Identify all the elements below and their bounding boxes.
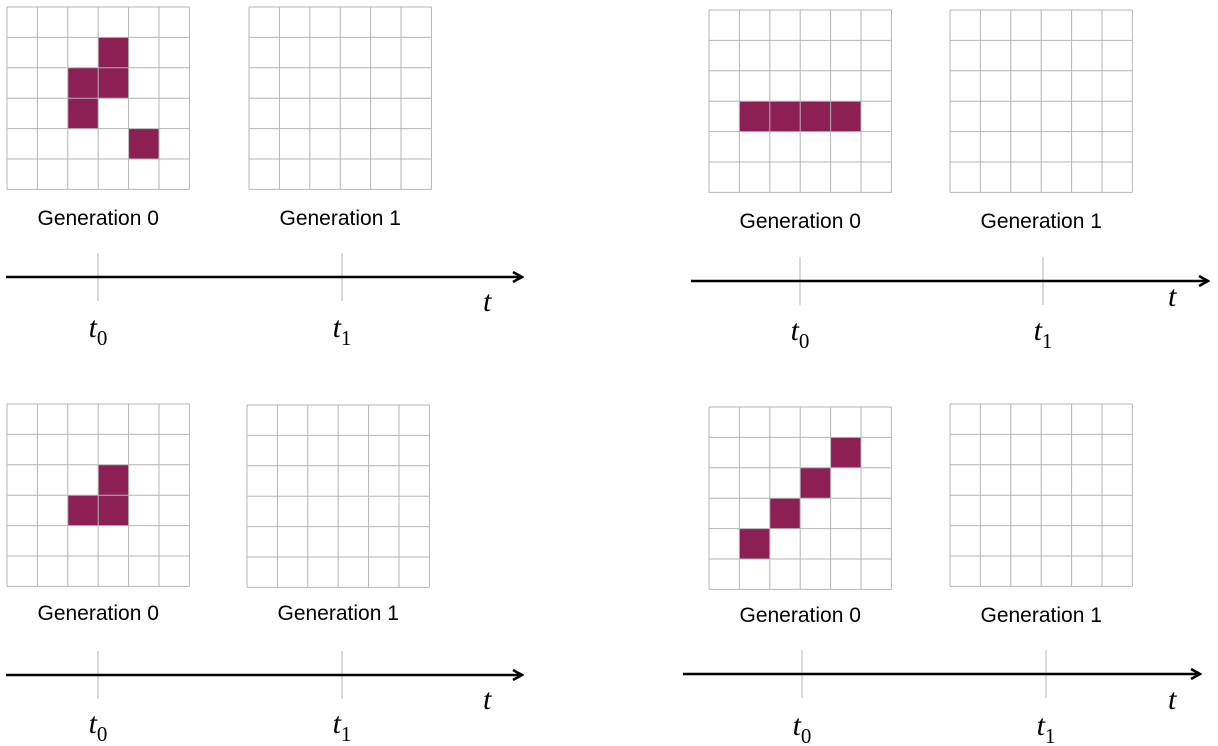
live-cell (800, 101, 831, 132)
live-cell (67, 67, 99, 99)
live-cell (830, 101, 861, 132)
time-axis-label: t (483, 683, 492, 716)
t-subscript: 0 (97, 722, 108, 746)
t1-label: t1 (333, 707, 352, 746)
generation-1-grid (246, 404, 430, 588)
generation-0-label: Generation 0 (37, 207, 158, 230)
generation-0-grid (708, 9, 892, 193)
t-base: t (1034, 314, 1043, 347)
live-cell (67, 495, 99, 526)
t-subscript: 0 (799, 329, 810, 353)
live-cell (800, 467, 831, 499)
t1-label: t1 (333, 311, 352, 350)
t-subscript: 1 (1042, 329, 1053, 353)
t0-label: t0 (791, 314, 810, 353)
generation-1-label: Generation 1 (279, 207, 400, 230)
t-subscript: 1 (1045, 724, 1056, 746)
t-base: t (89, 707, 98, 740)
live-cell (98, 464, 129, 496)
time-axis-label: t (1168, 280, 1177, 313)
t-subscript: 0 (801, 724, 812, 746)
live-cell (98, 67, 129, 99)
live-cell (128, 128, 159, 159)
live-cell (98, 495, 129, 526)
t0-label: t0 (89, 311, 108, 350)
t-base: t (1037, 709, 1046, 742)
t-base: t (333, 707, 342, 740)
live-cell (769, 101, 801, 132)
t-base: t (333, 311, 342, 344)
generation-1-label: Generation 1 (980, 604, 1101, 627)
generation-0-grid (6, 403, 190, 587)
time-axis-label: t (1168, 683, 1177, 716)
generation-1-grid (248, 6, 432, 190)
generation-0-label: Generation 0 (37, 602, 158, 625)
generation-0-grid (6, 6, 190, 190)
t-base: t (793, 709, 802, 742)
t1-label: t1 (1037, 709, 1056, 746)
t0-label: t0 (89, 707, 108, 746)
generation-1-grid (949, 9, 1133, 193)
live-cell (739, 528, 770, 559)
generation-1-label: Generation 1 (980, 210, 1101, 233)
live-cell (769, 498, 801, 529)
t-subscript: 1 (341, 722, 352, 746)
generation-1-grid (949, 403, 1133, 587)
t-subscript: 1 (341, 326, 352, 350)
live-cell (98, 37, 129, 68)
t-subscript: 0 (97, 326, 108, 350)
generation-1-label: Generation 1 (277, 602, 398, 625)
live-cell (830, 437, 861, 468)
t1-label: t1 (1034, 314, 1053, 353)
t-base: t (89, 311, 98, 344)
live-cell (739, 101, 770, 132)
t0-label: t0 (793, 709, 812, 746)
live-cell (67, 98, 99, 129)
generation-0-label: Generation 0 (739, 604, 860, 627)
t-base: t (791, 314, 800, 347)
time-axis-label: t (483, 285, 492, 318)
generation-0-label: Generation 0 (739, 210, 860, 233)
generation-0-grid (708, 406, 892, 590)
